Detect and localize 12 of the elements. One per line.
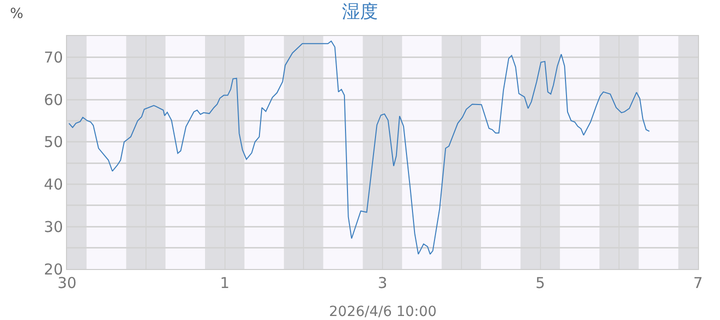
y-tick-label: 70 [44,48,63,66]
x-tick-label: 5 [535,274,546,292]
x-tick-label: 3 [378,274,388,292]
y-tick-label: 50 [44,133,63,152]
y-tick-label: 40 [44,176,63,194]
x-tick-label: 1 [220,274,230,292]
y-tick-label: 30 [44,218,63,236]
x-tick-label: 7 [693,274,703,292]
chart-title: 湿度 [342,1,378,22]
y-tick-label: 60 [44,90,63,109]
y-axis-title: % [10,6,24,22]
text: 2026/4/6 10:00 [329,304,437,320]
